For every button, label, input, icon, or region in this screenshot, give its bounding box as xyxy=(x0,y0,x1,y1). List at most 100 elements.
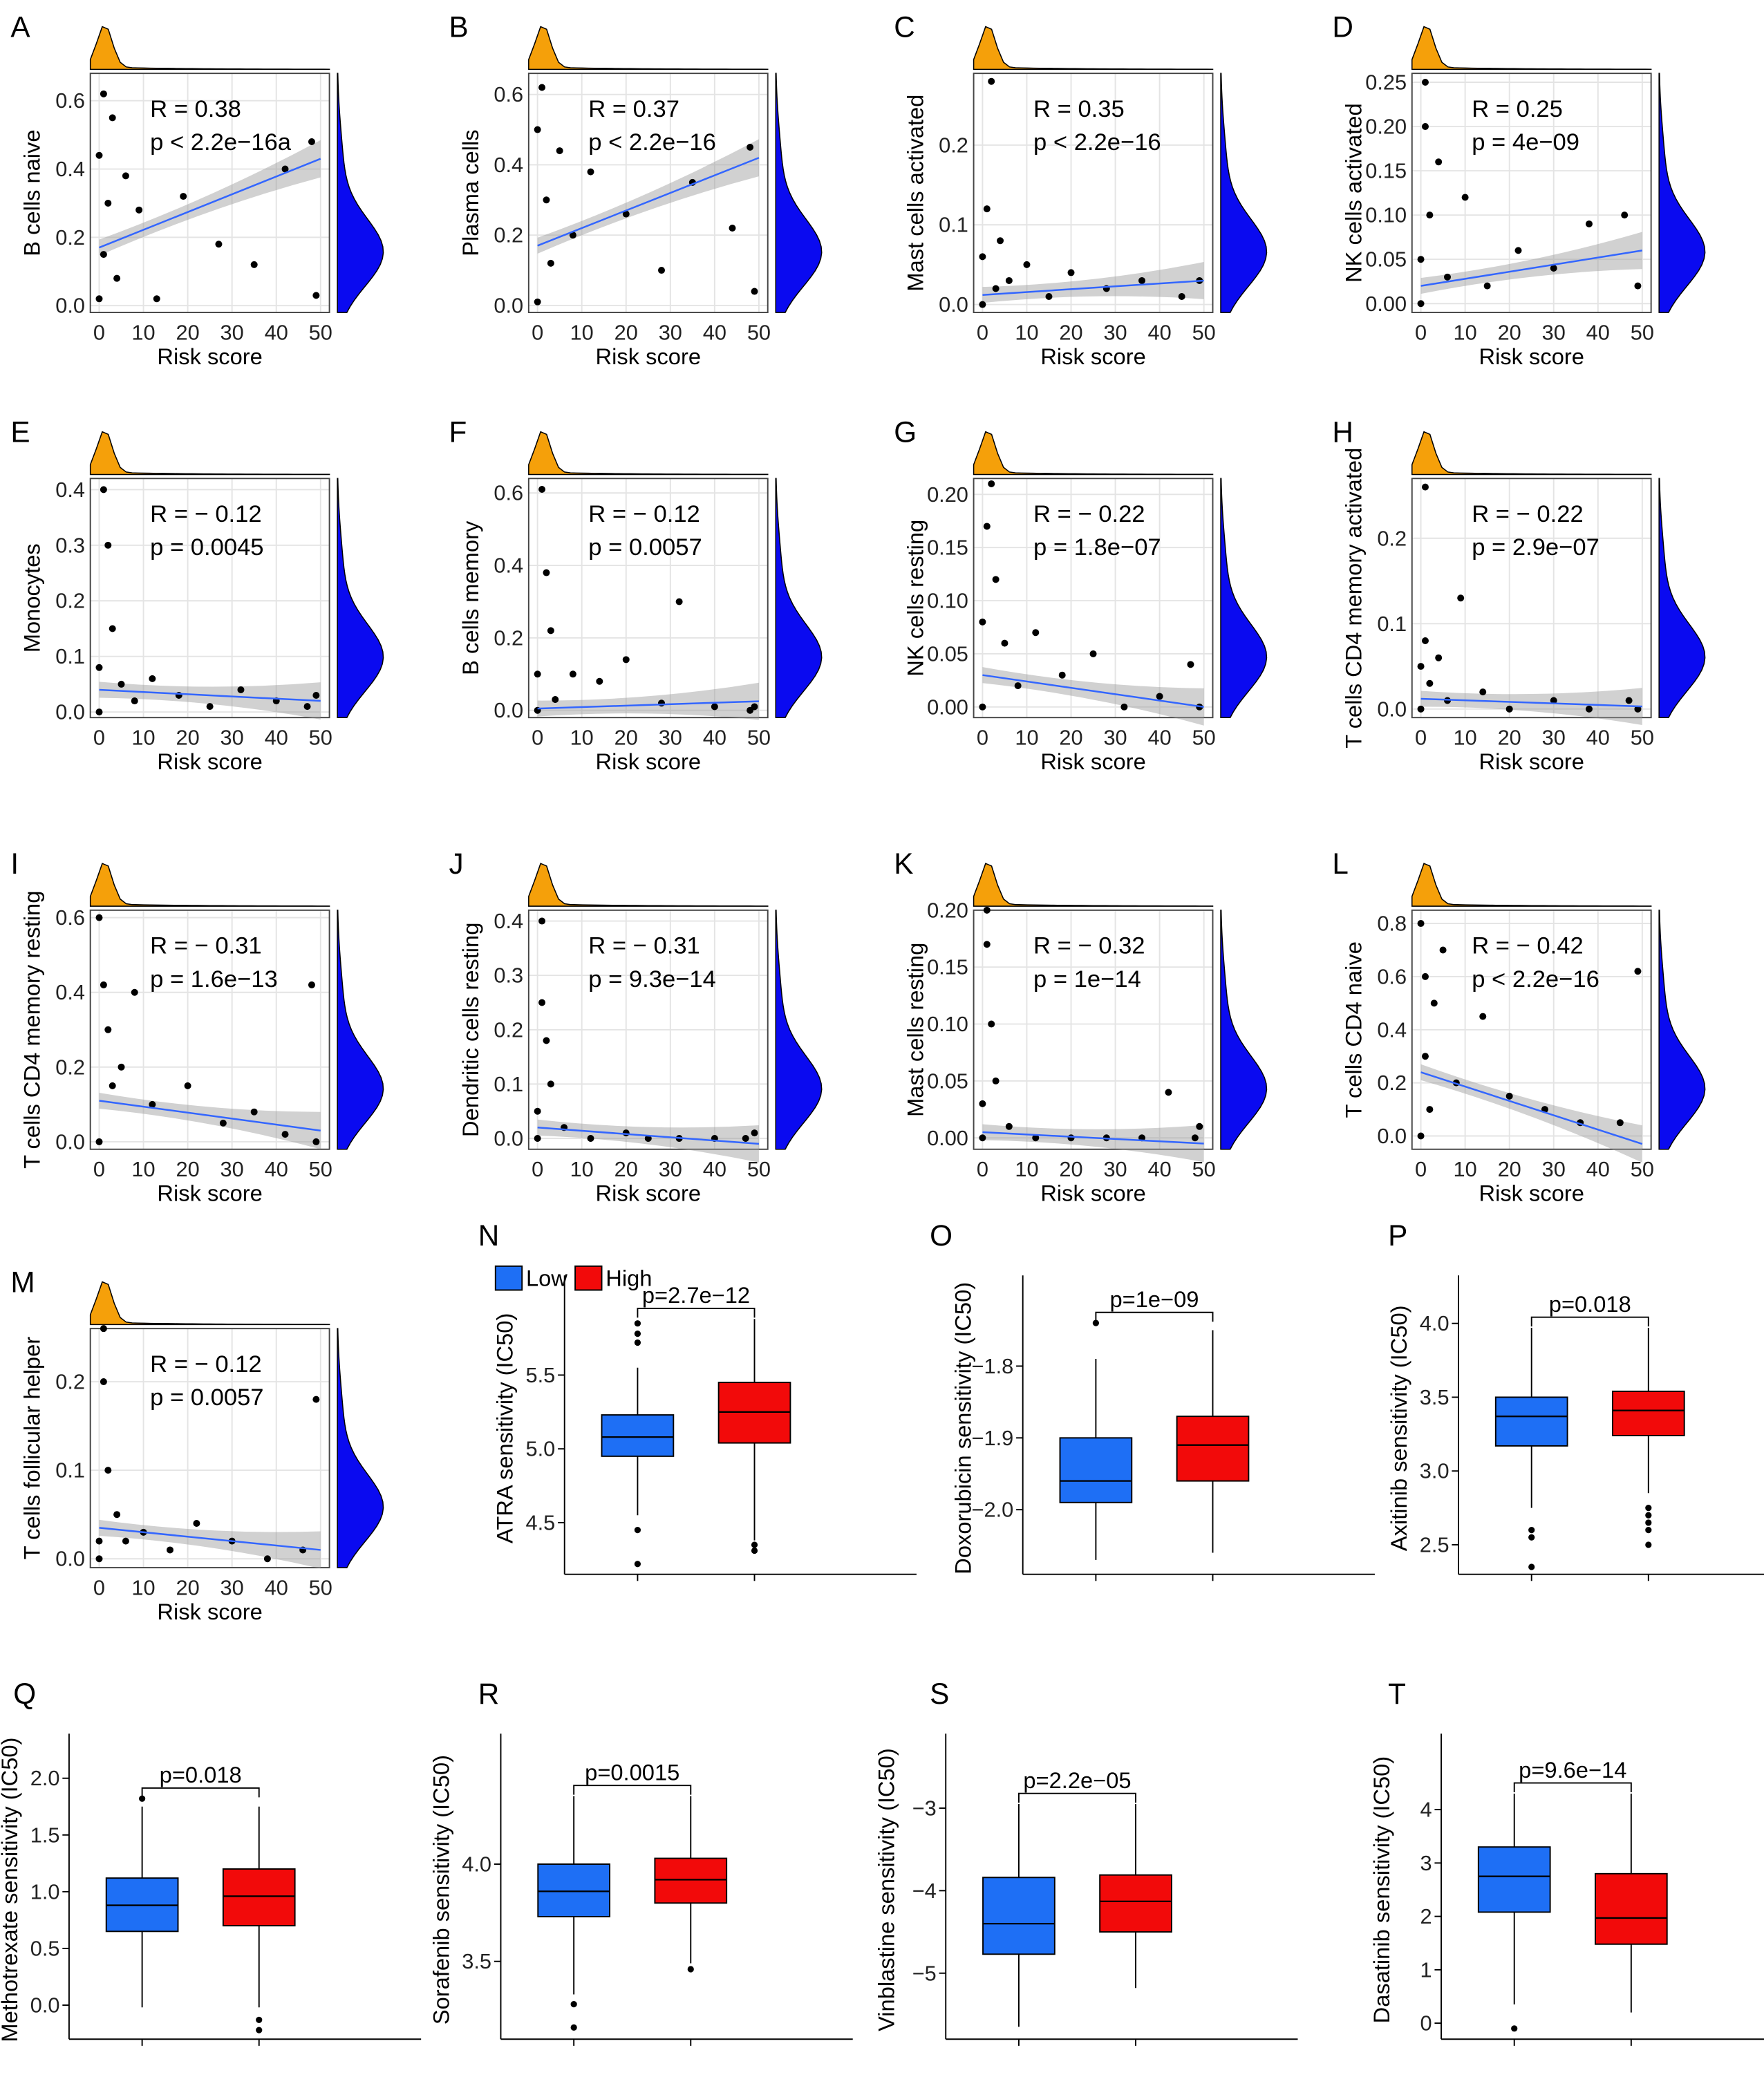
panel-letter: Q xyxy=(13,1678,36,1710)
x-tick-label: 50 xyxy=(1631,320,1654,344)
point xyxy=(1634,282,1642,290)
right-density xyxy=(1220,73,1268,313)
point xyxy=(729,224,736,232)
confidence-band xyxy=(982,667,1204,726)
p-label: p=2.7e−12 xyxy=(642,1282,750,1308)
fit-line xyxy=(982,674,1204,708)
point xyxy=(1444,273,1451,281)
outlier xyxy=(1645,1541,1652,1548)
fit-line xyxy=(537,157,760,247)
point xyxy=(1156,693,1163,700)
x-tick-label: 0 xyxy=(977,726,988,750)
confidence-band xyxy=(982,262,1204,303)
x-tick-label: 20 xyxy=(1498,1157,1521,1181)
x-tick-label: 0 xyxy=(93,1575,105,1599)
x-tick-label: 0 xyxy=(1415,1157,1427,1181)
fit-line xyxy=(99,1527,321,1551)
point xyxy=(1550,697,1557,704)
plot-background xyxy=(90,910,330,1149)
panel-letter: T xyxy=(1388,1678,1406,1710)
y-tick-label: 0.0 xyxy=(494,1127,523,1151)
point xyxy=(1417,256,1425,263)
x-tick-label: 10 xyxy=(1454,1157,1477,1181)
point xyxy=(312,292,320,299)
box xyxy=(1477,1846,1551,1913)
point xyxy=(184,1082,191,1089)
fit-line xyxy=(1420,697,1642,708)
plot-border xyxy=(1411,73,1652,314)
fit-line xyxy=(1420,250,1643,287)
y-tick-label: −2.0 xyxy=(972,1498,1014,1522)
x-tick-label: 20 xyxy=(1059,726,1082,750)
x-tick-label: 40 xyxy=(703,320,726,344)
top-density xyxy=(973,863,1214,907)
point xyxy=(1178,293,1185,301)
point xyxy=(1634,705,1642,713)
x-tick-label: 20 xyxy=(614,726,638,750)
y-tick-label: 0.4 xyxy=(494,153,523,177)
x-tick-label: 30 xyxy=(1103,1157,1127,1181)
point xyxy=(979,253,986,261)
y-tick-label: 0.1 xyxy=(55,644,85,668)
point xyxy=(622,656,630,664)
point xyxy=(1421,1053,1429,1060)
outlier xyxy=(256,2016,263,2023)
y-tick-label: 0.20 xyxy=(1365,115,1407,139)
x-axis-label: Risk score xyxy=(157,1599,262,1624)
outlier xyxy=(1645,1504,1652,1512)
right-density xyxy=(337,478,384,718)
y-axis-label: Mast cells resting xyxy=(903,943,928,1117)
x-tick-label: 30 xyxy=(659,320,682,344)
p-label: p=0.018 xyxy=(1549,1291,1631,1317)
point xyxy=(95,914,103,921)
y-tick-label: 1.0 xyxy=(30,1879,60,1904)
point xyxy=(534,1107,541,1115)
panel-letter: O xyxy=(930,1219,953,1252)
fit-line xyxy=(1420,1071,1643,1145)
box xyxy=(222,1868,296,1927)
x-tick-label: 20 xyxy=(1059,1157,1082,1181)
x-tick-label: 40 xyxy=(1148,726,1172,750)
top-density xyxy=(1411,431,1652,476)
y-tick-label: 3.5 xyxy=(1420,1385,1449,1409)
point xyxy=(658,267,665,274)
box xyxy=(601,1414,675,1457)
point xyxy=(1005,1122,1013,1130)
x-tick-label: 10 xyxy=(570,320,594,344)
p-label: p = 4e−09 xyxy=(1472,129,1579,156)
x-tick-label: 0 xyxy=(977,320,988,344)
point xyxy=(747,143,754,151)
point xyxy=(100,1378,107,1386)
x-tick-label: 10 xyxy=(131,1157,155,1181)
point xyxy=(1045,293,1053,301)
point xyxy=(538,917,546,925)
point xyxy=(622,1129,630,1137)
plot-background xyxy=(90,73,330,313)
point xyxy=(215,241,223,248)
point xyxy=(1461,194,1469,201)
point xyxy=(95,151,103,159)
point xyxy=(534,1135,541,1143)
point xyxy=(1165,1089,1172,1096)
plot-border xyxy=(89,909,330,1150)
point xyxy=(658,699,665,707)
y-axis-label: T cells CD4 naive xyxy=(1341,941,1367,1118)
point xyxy=(1120,703,1128,711)
y-tick-label: 0.0 xyxy=(939,292,968,317)
top-density xyxy=(1411,26,1652,71)
x-tick-label: 40 xyxy=(1148,1157,1172,1181)
y-tick-label: 0.25 xyxy=(1365,70,1407,94)
p-label: p = 1e−14 xyxy=(1033,966,1141,993)
y-tick-label: −1.8 xyxy=(972,1354,1014,1378)
y-tick-label: 0.4 xyxy=(55,980,85,1004)
point xyxy=(1421,637,1429,644)
point xyxy=(1435,158,1443,166)
point xyxy=(166,1546,173,1554)
p-bracket xyxy=(1530,1316,1649,1327)
p-label: p=0.018 xyxy=(160,1762,242,1787)
panel-letter: R xyxy=(478,1678,500,1710)
point xyxy=(587,168,594,176)
point xyxy=(1621,212,1629,219)
point xyxy=(543,1037,550,1044)
point xyxy=(1023,261,1031,268)
